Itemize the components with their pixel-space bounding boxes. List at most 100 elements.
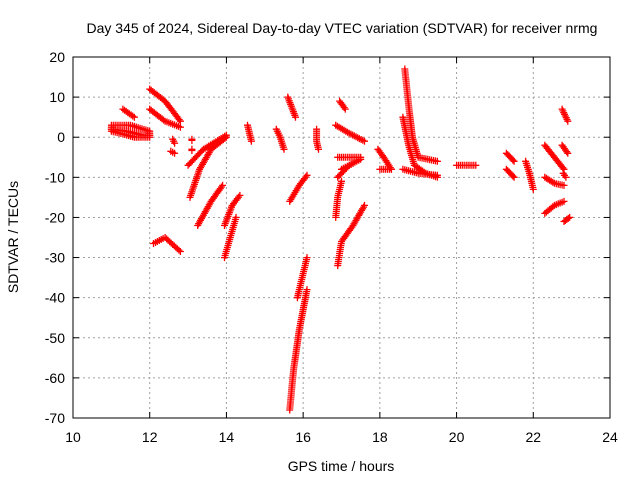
y-tick-label: 10 [49, 89, 65, 105]
data-point-markers [244, 121, 255, 145]
x-tick-label: 12 [142, 429, 158, 445]
data-point-markers [150, 234, 184, 255]
data-point-markers [336, 97, 349, 113]
data-points [107, 65, 574, 414]
data-arc [146, 85, 184, 125]
data-arc [332, 177, 345, 221]
data-point-markers [286, 286, 311, 414]
data-arc [293, 254, 311, 302]
data-point-markers [313, 125, 322, 153]
data-arc [186, 133, 230, 201]
data-point-markers [338, 159, 357, 173]
y-tick-label: 20 [49, 49, 65, 65]
x-tick-label: 20 [449, 429, 465, 445]
data-point-markers [169, 135, 179, 147]
plot-frame [72, 56, 611, 419]
data-arc [169, 135, 179, 147]
data-point-markers [502, 149, 518, 165]
y-tick-label: -60 [45, 370, 65, 386]
x-tick-label: 14 [219, 429, 235, 445]
y-tick-label: 0 [57, 129, 65, 145]
data-point-markers [332, 177, 345, 221]
x-tick-label: 22 [525, 429, 541, 445]
x-tick-label: 10 [65, 429, 81, 445]
data-point-markers [186, 133, 230, 201]
data-point-markers [558, 105, 572, 125]
data-arc [401, 65, 441, 165]
data-point-markers [522, 157, 537, 193]
data-arc [558, 105, 572, 125]
data-point-markers [541, 173, 568, 189]
data-point-markers [558, 141, 572, 157]
data-arc [284, 93, 299, 121]
y-tick-label: -70 [45, 410, 65, 426]
data-arc [522, 157, 537, 193]
data-point-markers [453, 161, 480, 169]
data-point-markers [284, 93, 299, 121]
data-point-markers [119, 105, 138, 121]
data-point-markers [146, 105, 184, 131]
data-arc [286, 286, 311, 414]
data-point-markers [188, 145, 196, 154]
data-point-markers [221, 191, 244, 229]
data-arc [286, 171, 311, 205]
data-arc [313, 125, 322, 153]
y-tick-label: -40 [45, 290, 65, 306]
data-arc [558, 141, 572, 157]
data-point-markers [376, 165, 395, 173]
data-arc [541, 173, 568, 189]
data-arc [188, 145, 196, 154]
y-tick-label: -50 [45, 330, 65, 346]
data-arc [272, 125, 288, 153]
data-arc [453, 161, 480, 169]
data-arc [188, 135, 196, 144]
data-point-markers [293, 254, 311, 302]
data-point-markers [194, 181, 227, 229]
data-arc [194, 181, 227, 229]
axis-ticks: 10 12 14 16 18 20 22 24 -70 -60 -50 -40 -30 -20 -10 0 10… [45, 49, 618, 445]
data-point-markers [559, 169, 570, 181]
data-arc [221, 191, 244, 229]
data-arc [167, 147, 179, 157]
x-axis-label: GPS time / hours [288, 458, 395, 474]
chart-title: Day 345 of 2024, Sidereal Day-to-day VTE… [87, 20, 598, 36]
data-arc [559, 169, 570, 181]
data-arc [541, 197, 568, 217]
data-arc [338, 159, 357, 173]
y-tick-label: -10 [45, 169, 65, 185]
data-arc [107, 125, 154, 139]
grid [73, 57, 610, 418]
data-point-markers [560, 213, 574, 225]
data-point-markers [332, 121, 368, 145]
data-arc [560, 213, 574, 225]
y-tick-label: -30 [45, 250, 65, 266]
y-axis-label: SDTVAR / TECUs [5, 181, 21, 293]
data-point-markers [541, 141, 568, 173]
data-arc [336, 97, 349, 113]
data-point-markers [107, 125, 154, 139]
data-point-markers [286, 171, 311, 205]
data-arc [150, 234, 184, 255]
data-arc [399, 165, 441, 179]
data-point-markers [221, 213, 240, 262]
data-arc [541, 141, 568, 173]
data-arc [502, 165, 518, 181]
data-arc [376, 165, 395, 173]
data-arc [502, 149, 518, 165]
data-point-markers [167, 147, 179, 157]
data-point-markers [399, 165, 441, 179]
data-point-markers [272, 125, 288, 153]
data-arc [119, 105, 138, 121]
x-tick-label: 18 [372, 429, 388, 445]
data-arc [332, 121, 368, 145]
data-point-markers [502, 165, 518, 181]
data-point-markers [188, 135, 196, 144]
data-point-markers [401, 65, 441, 165]
data-point-markers [541, 197, 568, 217]
data-arc [221, 213, 240, 262]
data-point-markers [146, 85, 184, 125]
y-tick-label: -20 [45, 209, 65, 225]
data-point-markers [334, 201, 368, 270]
x-tick-label: 24 [602, 429, 618, 445]
